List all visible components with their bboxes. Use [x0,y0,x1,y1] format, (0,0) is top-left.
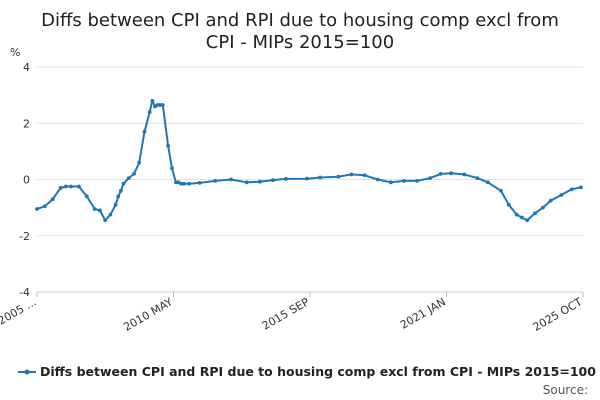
data-point[interactable] [540,205,545,210]
data-point[interactable] [362,173,367,178]
x-tick-label: 2021 JAN [398,295,448,331]
data-point[interactable] [213,179,218,183]
data-point[interactable] [137,160,142,165]
data-point[interactable] [375,177,380,182]
data-point[interactable] [84,194,89,199]
data-point[interactable] [579,185,583,190]
data-point[interactable] [166,143,170,148]
x-tick-label: 2015 SEP [260,295,312,332]
data-point[interactable] [50,197,55,202]
y-tick-label: 4 [23,61,30,74]
data-point[interactable] [520,215,524,220]
data-point[interactable] [103,218,108,223]
data-point[interactable] [257,179,262,184]
data-point[interactable] [318,175,322,180]
data-point[interactable] [485,180,490,185]
x-tick-label: 2010 MAY [121,295,175,334]
data-point[interactable] [58,186,63,190]
data-point[interactable] [462,172,467,177]
y-axis-unit-label: % [10,46,20,59]
data-point[interactable] [142,129,147,134]
data-point[interactable] [174,180,178,185]
gridlines [37,66,583,293]
data-point[interactable] [158,103,163,107]
data-point[interactable] [92,207,97,211]
legend[interactable]: Diffs between CPI and RPI due to housing… [18,364,596,379]
legend-marker-swatch [24,369,30,375]
y-tick-label: -2 [19,230,30,243]
x-axis: 2005 ... 2010 MAY 2015 SEP 2021 JAN 2025 OCT [0,291,585,334]
y-tick-label: 2 [23,117,30,130]
x-tick-label: 2025 OCT [531,295,585,334]
data-point[interactable] [126,176,131,180]
y-tick-label: 0 [23,174,30,187]
data-point[interactable] [244,180,249,185]
data-point[interactable] [506,202,511,207]
x-tick-label: 2005 ... [0,295,39,327]
data-point[interactable] [160,103,165,107]
data-point[interactable] [187,181,191,186]
data-point[interactable] [63,184,68,189]
data-point[interactable] [42,204,47,209]
data-point[interactable] [147,110,152,114]
data-point[interactable] [525,218,530,223]
data-point[interactable] [305,176,309,181]
data-point[interactable] [35,207,39,211]
data-point[interactable] [559,193,564,197]
data-point[interactable] [170,166,174,171]
data-point[interactable] [98,208,102,213]
data-point[interactable] [449,171,454,176]
data-point[interactable] [229,177,233,182]
data-point[interactable] [69,184,73,189]
data-point[interactable] [271,178,275,182]
data-point[interactable] [118,188,123,193]
data-point[interactable] [113,202,118,207]
data-point[interactable] [349,172,354,177]
data-point[interactable] [402,179,406,183]
data-point[interactable] [116,194,121,199]
data-point[interactable] [336,174,341,179]
legend-label[interactable]: Diffs between CPI and RPI due to housing… [40,364,596,379]
series-layer [35,98,583,223]
data-point[interactable] [197,180,202,185]
data-point[interactable] [438,171,443,176]
data-point[interactable] [514,212,519,217]
data-point[interactable] [475,176,480,180]
chart-title-line-1: Diffs between CPI and RPI due to housing… [41,10,559,31]
data-point[interactable] [150,98,155,103]
series-line [36,99,582,222]
data-point[interactable] [121,181,126,186]
data-point[interactable] [428,176,433,180]
y-axis-ticks: 4 2 0 -2 -4 [19,61,30,299]
data-point[interactable] [388,180,393,185]
data-point[interactable] [77,184,81,189]
data-point[interactable] [533,211,537,216]
data-point[interactable] [548,198,553,203]
data-point[interactable] [284,177,288,181]
y-tick-label: -4 [19,286,30,299]
chart-title-line-2: CPI - MIPs 2015=100 [206,32,394,53]
data-point[interactable] [569,187,574,192]
data-point[interactable] [155,103,160,107]
data-point[interactable] [415,179,419,183]
data-point[interactable] [499,188,503,193]
data-point[interactable] [132,171,136,176]
data-point[interactable] [181,181,186,186]
data-point[interactable] [108,212,113,217]
source-label: Source: [543,383,588,397]
data-point[interactable] [179,181,184,186]
